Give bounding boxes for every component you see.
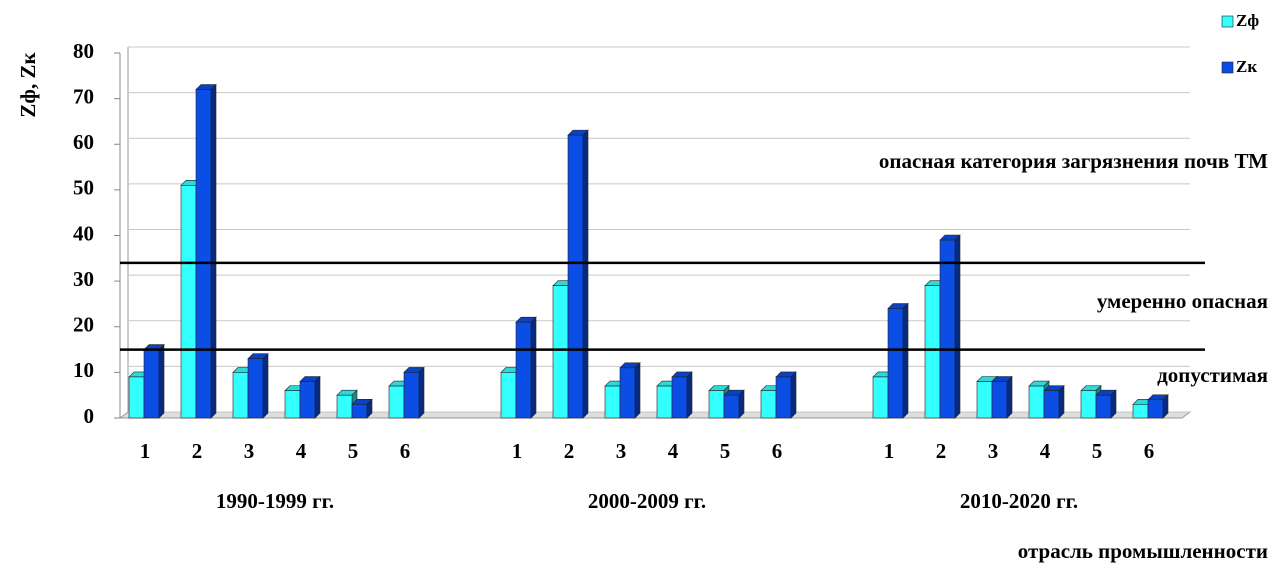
x-axis-label: отрасль промышленности xyxy=(1018,539,1268,563)
legend-swatch xyxy=(1221,61,1234,74)
group-label: 2010-2020 гг. xyxy=(960,489,1078,513)
bar xyxy=(1043,390,1060,419)
x-tick-label: 2 xyxy=(192,439,203,463)
y-tick-label: 0 xyxy=(84,404,95,428)
bar xyxy=(1132,404,1149,419)
bar xyxy=(195,89,212,419)
legend-label: Zф xyxy=(1236,11,1259,30)
bar xyxy=(247,358,264,419)
bar-side xyxy=(634,362,641,419)
bar-side xyxy=(902,302,909,419)
bar xyxy=(388,385,405,419)
bar xyxy=(775,376,792,419)
bar xyxy=(708,390,725,419)
bar xyxy=(760,390,777,419)
x-tick-label: 1 xyxy=(140,439,151,463)
x-tick-label: 4 xyxy=(296,439,307,463)
x-tick-label: 2 xyxy=(936,439,947,463)
bar-side xyxy=(530,316,537,419)
x-tick-label: 5 xyxy=(1092,439,1103,463)
x-tick-label: 5 xyxy=(720,439,731,463)
x-tick-label: 1 xyxy=(512,439,523,463)
bar-side xyxy=(210,83,217,419)
bar xyxy=(723,394,740,419)
bar-side xyxy=(790,371,797,419)
x-tick-label: 3 xyxy=(244,439,255,463)
x-tick-label: 6 xyxy=(400,439,411,463)
bar-side xyxy=(738,389,745,419)
y-tick-label: 10 xyxy=(73,358,94,382)
bar xyxy=(336,394,353,419)
bar-side xyxy=(686,371,693,419)
bar-side xyxy=(314,375,321,419)
bar xyxy=(1147,399,1164,419)
bar xyxy=(143,349,160,419)
x-tick-label: 6 xyxy=(772,439,783,463)
bar xyxy=(619,367,636,419)
y-tick-label: 50 xyxy=(73,176,94,200)
bar-side xyxy=(158,343,165,419)
y-tick-label: 70 xyxy=(73,84,94,108)
annotation: опасная категория загрязнения почв ТМ xyxy=(879,149,1268,173)
bar xyxy=(552,285,569,419)
bar xyxy=(976,381,993,419)
bar xyxy=(500,372,517,419)
annotation: допустимая xyxy=(1157,363,1268,387)
bar-side xyxy=(1006,375,1013,419)
bar xyxy=(567,134,584,419)
bar xyxy=(128,376,145,419)
bar xyxy=(671,376,688,419)
bar xyxy=(351,404,368,419)
x-tick-label: 4 xyxy=(668,439,679,463)
bar-side xyxy=(418,366,425,419)
y-tick-label: 60 xyxy=(73,130,94,154)
bar xyxy=(1095,394,1112,419)
bar-side xyxy=(262,352,269,419)
bar xyxy=(1028,385,1045,419)
x-tick-label: 4 xyxy=(1040,439,1051,463)
bar xyxy=(232,372,249,419)
bar xyxy=(604,385,621,419)
group-label: 1990-1999 гг. xyxy=(216,489,334,513)
bar xyxy=(924,285,941,419)
bar xyxy=(180,185,197,419)
group-label: 2000-2009 гг. xyxy=(588,489,706,513)
x-tick-label: 2 xyxy=(564,439,575,463)
y-tick-label: 30 xyxy=(73,267,94,291)
bar xyxy=(887,308,904,419)
bar xyxy=(515,321,532,419)
annotation: умеренно опасная xyxy=(1097,289,1268,313)
x-tick-label: 3 xyxy=(988,439,999,463)
bar-side xyxy=(1110,389,1117,419)
bar-side xyxy=(1058,384,1065,419)
bar xyxy=(284,390,301,419)
x-tick-label: 1 xyxy=(884,439,895,463)
legend-label: Zк xyxy=(1236,57,1257,76)
bar xyxy=(403,372,420,419)
bar xyxy=(1080,390,1097,419)
legend-swatch xyxy=(1221,15,1234,28)
y-tick-label: 80 xyxy=(73,39,94,63)
bar xyxy=(299,381,316,419)
bar-side xyxy=(582,129,589,419)
bar xyxy=(872,376,889,419)
x-tick-label: 5 xyxy=(348,439,359,463)
bar xyxy=(656,385,673,419)
bar xyxy=(939,239,956,419)
bar xyxy=(991,381,1008,419)
y-tick-label: 40 xyxy=(73,221,94,245)
x-tick-label: 6 xyxy=(1144,439,1155,463)
y-tick-label: 20 xyxy=(73,313,94,337)
x-tick-label: 3 xyxy=(616,439,627,463)
y-axis-label: Zф, Zк xyxy=(16,52,40,118)
